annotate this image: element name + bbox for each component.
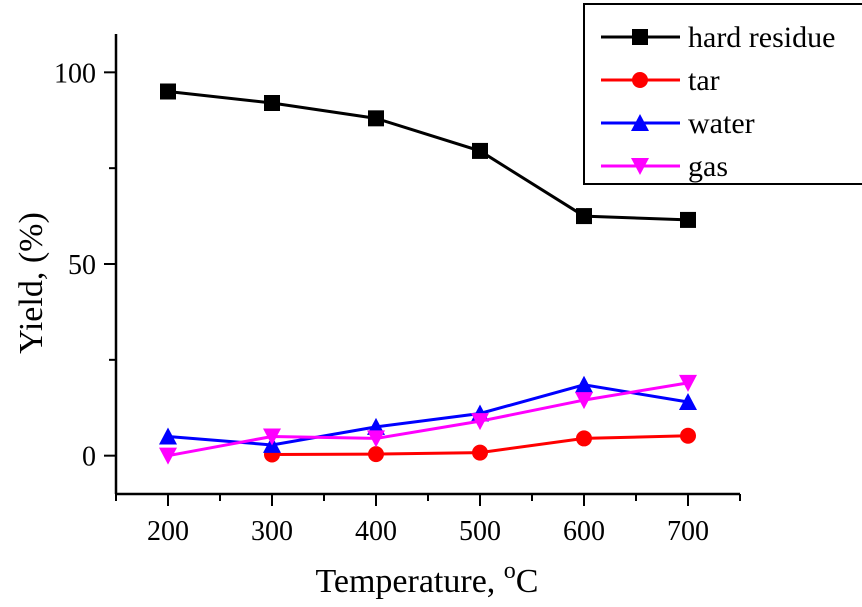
legend-entry-gas: gas: [601, 150, 728, 183]
series-tar: [264, 427, 696, 463]
series-line-water: [167, 383, 689, 447]
data-point-gas: [575, 392, 593, 410]
legend: hard residue tar water gas: [583, 3, 862, 185]
y-tick-label: 0: [82, 442, 96, 473]
x-tick-label: 400: [355, 516, 397, 547]
legend-swatch-marker: [632, 29, 648, 45]
y-axis-title: Yield, (%): [13, 212, 50, 354]
data-point-gas: [263, 428, 281, 446]
data-point-hard-residue: [576, 208, 592, 225]
x-axis-title-superscript: o: [504, 558, 516, 584]
data-point-gas: [679, 374, 697, 392]
legend-label: gas: [688, 150, 728, 183]
data-point-tar: [368, 446, 384, 463]
legend-swatch-marker: [631, 158, 649, 175]
data-point-water: [575, 375, 593, 393]
series-layer: [159, 83, 697, 465]
axes: 200 300 400 500 600 700 0 50 100: [54, 34, 741, 547]
legend-swatch-marker: [632, 72, 648, 88]
x-tick-label: 600: [563, 516, 605, 547]
y-tick-label: 50: [68, 250, 96, 281]
data-point-hard-residue: [472, 142, 488, 159]
data-point-hard-residue: [160, 83, 176, 100]
data-point-water: [159, 427, 177, 445]
data-point-tar: [680, 427, 696, 444]
data-point-gas: [471, 413, 489, 431]
legend-entry-hard-residue: hard residue: [601, 21, 835, 54]
series-line-hard-residue: [167, 90, 689, 222]
x-axis-title: Temperature, oC: [316, 558, 539, 600]
series-gas: [159, 374, 697, 465]
legend-swatch-marker: [631, 114, 649, 131]
data-point-hard-residue: [368, 110, 384, 127]
data-point-gas: [367, 430, 385, 448]
series-line-gas: [167, 381, 689, 458]
x-tick-label: 500: [459, 516, 501, 547]
legend-label: hard residue: [688, 21, 835, 54]
data-point-hard-residue: [680, 211, 696, 228]
x-tick-label: 200: [147, 516, 189, 547]
x-tick-label: 300: [251, 516, 293, 547]
x-axis-title-unit: C: [516, 563, 539, 600]
data-point-tar: [576, 430, 592, 447]
data-point-water: [679, 393, 697, 410]
y-tick-label: 100: [54, 58, 96, 89]
data-point-hard-residue: [264, 95, 280, 111]
legend-label: water: [688, 107, 755, 140]
x-axis-title-text: Temperature,: [316, 563, 504, 600]
legend-box: [583, 3, 862, 185]
data-point-gas: [159, 447, 177, 465]
legend-label: tar: [688, 64, 720, 97]
series-hard-residue: [160, 83, 696, 228]
data-point-tar: [472, 444, 488, 461]
legend-entry-water: water: [601, 107, 755, 140]
x-tick-label: 700: [667, 516, 709, 547]
legend-entry-tar: tar: [601, 64, 720, 97]
